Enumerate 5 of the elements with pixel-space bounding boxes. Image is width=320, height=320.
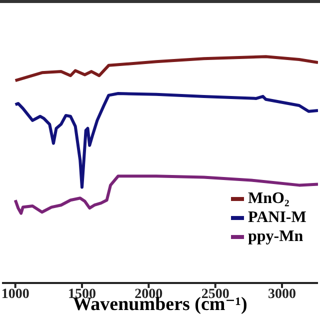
x-tick-label: 1000 [1, 286, 30, 302]
legend-label: MnO₂ [248, 189, 290, 208]
legend-label: ppy-Mn [248, 227, 304, 246]
legend-label: PANI-M [248, 208, 306, 227]
x-tick-label: 3000 [268, 286, 296, 302]
